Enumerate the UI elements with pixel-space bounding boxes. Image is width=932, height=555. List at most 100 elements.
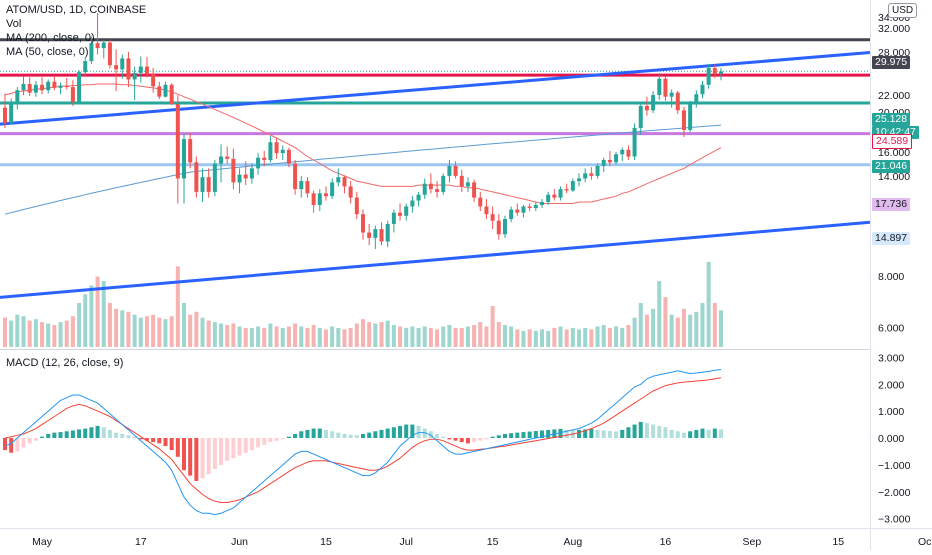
macd-histogram-bar xyxy=(540,430,544,438)
macd-histogram-bar xyxy=(601,430,606,438)
volume-bar xyxy=(231,323,236,347)
macd-histogram-bar xyxy=(52,432,57,438)
macd-histogram-bar xyxy=(342,433,347,438)
macd-line xyxy=(4,369,722,516)
volume-bar xyxy=(46,323,51,347)
macd-histogram-bar xyxy=(564,429,569,438)
candle-body xyxy=(607,160,612,163)
macd-axis[interactable]: 3.000 2.000 1.000 0.000 −1.000 −2.000 −3.000 xyxy=(878,352,911,525)
volume-bar xyxy=(373,323,378,347)
volume-bar xyxy=(490,305,495,347)
price-tick-label: 6.000 xyxy=(878,322,904,334)
volume-bar xyxy=(305,327,310,347)
macd-histogram-bar xyxy=(120,433,125,438)
volume-bar xyxy=(293,323,298,347)
candle-body xyxy=(348,186,353,198)
macd-histogram-bar xyxy=(225,438,230,461)
macd-histogram-bar xyxy=(502,433,507,438)
ma200-label[interactable]: MA (200, close, 0) xyxy=(6,32,95,44)
candle-body xyxy=(564,189,569,191)
macd-histogram-bar xyxy=(484,438,489,440)
macd-histogram-bar xyxy=(274,438,279,441)
volume-bar xyxy=(200,317,205,347)
volume-bar xyxy=(311,325,316,347)
volume-bar xyxy=(52,325,57,347)
macd-histogram-bar xyxy=(95,425,100,438)
macd-histogram-bar xyxy=(533,431,538,438)
upper-trend-line[interactable] xyxy=(0,51,871,126)
candle-body xyxy=(311,193,316,205)
volume-label[interactable]: Vol xyxy=(6,18,22,30)
volume-bar xyxy=(496,322,501,347)
candle-body xyxy=(27,84,32,93)
candle-body xyxy=(305,181,310,194)
volume-bar xyxy=(502,325,507,347)
candle-body xyxy=(521,206,526,213)
macd-pane xyxy=(3,369,723,516)
volume-bar xyxy=(614,326,619,347)
candle-body xyxy=(15,90,20,104)
macd-histogram-bar xyxy=(286,436,291,438)
candle-body xyxy=(540,201,544,205)
time-axis[interactable]: May 17 Jun 15 Jul 15 Aug 16 Sep 15 Oc xyxy=(32,536,931,548)
candle-body xyxy=(552,194,557,198)
volume-bar xyxy=(317,327,322,347)
macd-label[interactable]: MACD (12, 26, close, 9) xyxy=(6,357,124,369)
volume-bar xyxy=(9,320,14,347)
volume-bar xyxy=(527,329,532,347)
lower-trend-line[interactable] xyxy=(0,220,871,299)
candle-body xyxy=(614,154,619,163)
ma50-label[interactable]: MA (50, close, 0) xyxy=(6,46,89,58)
volume-bar xyxy=(379,322,384,347)
candle-body xyxy=(478,197,483,207)
candle-body xyxy=(249,168,254,179)
volume-bar xyxy=(398,326,403,347)
currency-button[interactable]: USD xyxy=(888,3,918,18)
volume-bar xyxy=(515,329,520,347)
candle-body xyxy=(194,162,199,192)
volume-bar xyxy=(688,314,693,347)
symbol-title[interactable]: ATOM/USD, 1D, COINBASE xyxy=(6,4,147,16)
macd-histogram-bar xyxy=(589,428,594,438)
time-tick-label: 15 xyxy=(487,536,499,548)
volume-bar xyxy=(453,327,458,347)
ma50-legend[interactable]: MA (50, close, 0) xyxy=(6,45,89,59)
candle-body xyxy=(231,158,236,183)
macd-histogram-bar xyxy=(694,429,699,438)
macd-histogram-bar xyxy=(373,431,378,438)
symbol-legend[interactable]: ATOM/USD, 1D, COINBASE xyxy=(6,3,146,17)
macd-histogram-bar xyxy=(675,431,680,438)
volume-bar xyxy=(478,322,483,347)
macd-histogram-bar xyxy=(330,431,335,438)
volume-bar xyxy=(632,317,637,347)
volume-bar xyxy=(601,325,606,347)
macd-histogram-bar xyxy=(447,438,452,440)
macd-legend[interactable]: MACD (12, 26, close, 9) xyxy=(6,356,123,370)
ma200-legend[interactable]: MA (200, close, 0) xyxy=(6,31,95,45)
volume-bar xyxy=(3,317,7,347)
macd-histogram-bar xyxy=(243,438,248,453)
volume-legend[interactable]: Vol xyxy=(6,17,21,31)
candlesticks xyxy=(3,13,723,250)
candle-body xyxy=(484,206,489,215)
macd-tick-label: 3.000 xyxy=(878,352,904,364)
volume-bar xyxy=(126,311,131,347)
macd-histogram-bar xyxy=(651,424,656,438)
candle-body xyxy=(379,229,384,242)
macd-histogram-bar xyxy=(453,438,458,441)
macd-histogram-bar xyxy=(70,430,75,438)
macd-histogram-bar xyxy=(132,436,137,438)
volume-bar xyxy=(89,285,94,347)
volume-bar xyxy=(101,281,106,347)
price-tick-label: 28.000 xyxy=(878,47,910,59)
volume-bar xyxy=(521,330,526,347)
volume-bar xyxy=(336,327,341,347)
macd-histogram-bar xyxy=(182,438,186,471)
macd-tick-label: −2.000 xyxy=(878,487,911,499)
trend-lines[interactable] xyxy=(0,51,871,299)
candle-body xyxy=(157,86,162,97)
candle-body xyxy=(601,160,606,166)
candle-body xyxy=(589,173,594,176)
